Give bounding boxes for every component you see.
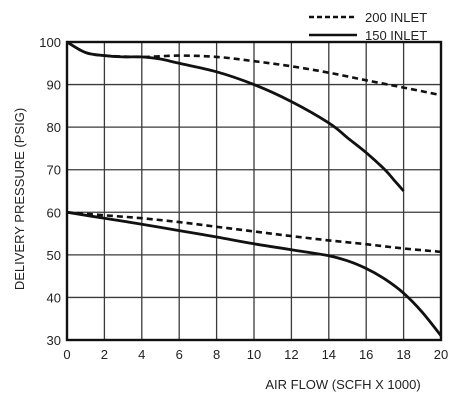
legend: 200 INLET 150 INLET (309, 10, 427, 43)
y-tick-label-80: 80 (47, 120, 61, 135)
x-tick-label-6: 6 (176, 347, 183, 362)
series-line-200-inlet-upper (66, 40, 442, 97)
x-tick-label-10: 10 (247, 347, 261, 362)
x-tick-label-0: 0 (63, 347, 70, 362)
x-tick-label-20: 20 (434, 347, 448, 362)
x-tick-label-2: 2 (101, 347, 108, 362)
y-tick-labels: 30 40 50 60 70 80 90 100 (39, 35, 61, 348)
plot-frame (65, 40, 443, 342)
y-tick-label-50: 50 (47, 248, 61, 263)
gridlines (66, 41, 442, 341)
y-tick-label-60: 60 (47, 205, 61, 220)
y-tick-label-70: 70 (47, 163, 61, 178)
series-line-150-inlet-upper (66, 40, 405, 192)
series-line-150-inlet-lower (66, 210, 443, 337)
y-tick-label-30: 30 (47, 333, 61, 348)
series-lines (66, 40, 443, 337)
x-tick-label-16: 16 (359, 347, 373, 362)
legend-label-150-inlet: 150 INLET (365, 28, 427, 43)
y-axis-label: DELIVERY PRESSURE (PSIG) (12, 108, 27, 290)
y-tick-label-100: 100 (39, 35, 61, 50)
y-tick-label-90: 90 (47, 78, 61, 93)
x-tick-label-18: 18 (396, 347, 410, 362)
legend-label-200-inlet: 200 INLET (365, 10, 427, 25)
y-tick-label-40: 40 (47, 290, 61, 305)
series-line-200-inlet-lower (66, 211, 442, 254)
x-tick-label-8: 8 (213, 347, 220, 362)
x-tick-labels: 0 2 4 6 8 10 12 14 16 18 20 (63, 347, 448, 362)
x-tick-label-14: 14 (322, 347, 336, 362)
x-tick-label-4: 4 (138, 347, 145, 362)
x-axis-label: AIR FLOW (SCFH X 1000) (265, 377, 420, 392)
x-tick-label-12: 12 (284, 347, 298, 362)
